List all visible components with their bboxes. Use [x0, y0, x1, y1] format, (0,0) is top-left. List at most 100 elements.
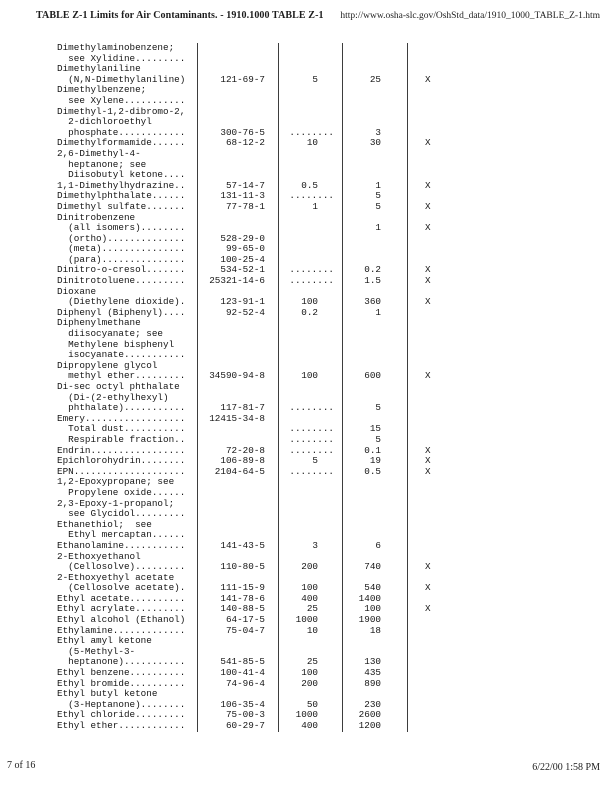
ppm-cell: ........	[278, 434, 342, 446]
skin-designation-cell	[407, 64, 467, 75]
table-row: Dimethylaminobenzene;	[57, 42, 467, 54]
cas-number-cell: 528-29-0	[197, 233, 278, 245]
cas-number-cell: 72-20-8	[197, 445, 278, 457]
cas-number-cell	[197, 487, 278, 499]
table-row: heptanone; see	[57, 158, 467, 171]
table-row: (Cellosolve acetate). 111-15-9 100 540 X	[57, 583, 467, 594]
substance-cell: heptanone; see	[57, 158, 147, 170]
ppm-cell	[278, 318, 342, 330]
mgm3-cell: 1400	[342, 593, 407, 605]
skin-designation-cell	[407, 382, 467, 393]
skin-designation-cell	[407, 413, 467, 425]
mgm3-cell	[342, 170, 407, 181]
table-row: 2,3-Epoxy-1-propanol;	[57, 498, 467, 510]
mgm3-cell: 1.5	[342, 275, 407, 287]
substance-cell: Dimethylphthalate......	[57, 190, 186, 202]
cas-number-cell	[197, 360, 278, 372]
cas-number-cell: 12415-34-8	[197, 413, 278, 425]
cas-number-cell: 100-25-4	[197, 254, 278, 266]
table-row: see Xylene...........	[57, 95, 467, 107]
mgm3-cell: 0.2	[342, 265, 407, 277]
ppm-cell	[278, 170, 342, 181]
substance-cell: Ethyl butyl ketone	[57, 688, 158, 700]
cas-number-cell: 141-43-5	[197, 540, 278, 552]
ppm-cell: ........	[278, 466, 342, 478]
mgm3-cell	[342, 85, 407, 96]
cas-number-cell	[197, 286, 278, 298]
mgm3-cell	[342, 159, 407, 171]
ppm-cell	[278, 350, 342, 361]
mgm3-cell	[342, 689, 407, 700]
mgm3-cell	[342, 318, 407, 330]
mgm3-cell	[342, 551, 407, 563]
cas-number-cell: 106-35-4	[197, 699, 278, 711]
table-row: Respirable fraction.. ........ 5	[57, 434, 467, 446]
ppm-cell: 100	[278, 371, 342, 382]
ppm-cell: 10	[278, 625, 342, 637]
cas-number-cell: 2104-64-5	[197, 466, 278, 478]
ppm-cell	[278, 212, 342, 224]
ppm-cell: 200	[278, 561, 342, 573]
ppm-cell: 400	[278, 593, 342, 605]
substance-cell: Dimethylaminobenzene;	[57, 42, 175, 53]
ppm-cell: ........	[278, 403, 342, 414]
skin-designation-cell	[407, 286, 467, 298]
ppm-cell: 0.2	[278, 307, 342, 319]
substance-cell: (3-Heptanone)........	[57, 698, 186, 710]
mgm3-cell: 1200	[342, 720, 407, 732]
table-row: Propylene oxide......	[57, 487, 467, 499]
table-row: Endrin................. 72-20-8 ........…	[57, 445, 467, 457]
ppm-cell: ........	[278, 424, 342, 435]
ppm-cell	[278, 64, 342, 75]
skin-designation-cell: X	[407, 583, 467, 594]
cas-number-cell: 75-04-7	[197, 625, 278, 637]
cas-number-cell: 534-52-1	[197, 265, 278, 277]
substance-cell: Dinitrotoluene.........	[57, 275, 186, 287]
table-row: (3-Heptanone)........ 106-35-4 50 230	[57, 698, 467, 711]
mgm3-cell	[342, 233, 407, 245]
substance-cell: methyl ether.........	[57, 370, 186, 382]
ppm-cell	[278, 382, 342, 393]
mgm3-cell	[342, 148, 407, 160]
substance-cell: (Di-(2-ethylhexyl)	[57, 391, 169, 403]
mgm3-cell	[342, 339, 407, 351]
cas-number-cell	[197, 551, 278, 563]
skin-designation-cell: X	[407, 561, 467, 573]
skin-designation-cell: X	[407, 74, 467, 86]
table-row: Dinitro-o-cresol....... 534-52-1 .......…	[57, 264, 467, 277]
ppm-cell: ........	[278, 127, 342, 139]
ppm-cell	[278, 233, 342, 245]
mgm3-cell	[342, 244, 407, 255]
substance-cell: Ethyl chloride.........	[57, 709, 186, 721]
table-row: Ethyl butyl ketone	[57, 689, 467, 700]
skin-designation-cell	[407, 106, 467, 118]
skin-designation-cell	[407, 498, 467, 510]
table-row: (para)............... 100-25-4	[57, 254, 467, 266]
ppm-cell	[278, 95, 342, 107]
mgm3-cell	[342, 350, 407, 361]
mgm3-cell	[342, 572, 407, 584]
table-row: 1,2-Epoxypropane; see	[57, 477, 467, 488]
substance-cell: (meta)...............	[57, 243, 186, 255]
mgm3-cell: 1	[342, 307, 407, 319]
skin-designation-cell	[407, 657, 467, 669]
ppm-cell	[278, 254, 342, 266]
cas-number-cell	[197, 434, 278, 446]
mgm3-cell: 2600	[342, 710, 407, 721]
skin-designation-cell	[407, 53, 467, 65]
substance-cell: Total dust...........	[57, 423, 186, 435]
table-row: see Xylidine.........	[57, 52, 467, 65]
mgm3-cell: 230	[342, 699, 407, 711]
cas-number-cell	[197, 689, 278, 700]
substance-cell: Di-sec octyl phthalate	[57, 381, 180, 392]
mgm3-cell	[342, 43, 407, 54]
substance-cell: Dinitro-o-cresol.......	[57, 264, 186, 276]
table-row: see Glycidol.........	[57, 509, 467, 520]
table-row: diisocyanate; see	[57, 328, 467, 340]
ppm-cell: ........	[278, 265, 342, 277]
cas-number-cell	[197, 382, 278, 393]
mgm3-cell: 130	[342, 657, 407, 669]
ppm-cell: ........	[278, 191, 342, 202]
substance-cell: see Xylidine.........	[57, 52, 186, 64]
